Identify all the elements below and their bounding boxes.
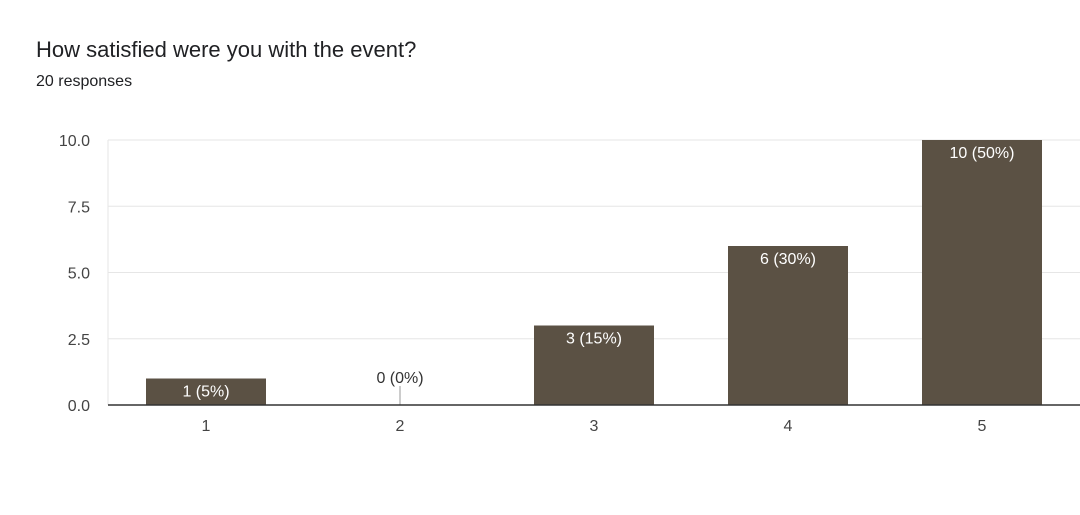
y-tick-label: 5.0	[68, 266, 90, 283]
data-label: 3 (15%)	[566, 331, 622, 348]
chart-title: How satisfied were you with the event?	[36, 37, 417, 62]
y-tick-label: 0.0	[68, 398, 90, 415]
bar	[922, 140, 1042, 405]
response-count: 20 responses	[36, 73, 133, 90]
y-tick-label: 2.5	[68, 332, 90, 349]
data-label: 10 (50%)	[950, 145, 1015, 162]
bar	[728, 246, 848, 405]
y-tick-label: 10.0	[59, 133, 90, 150]
data-label: 1 (5%)	[182, 384, 229, 401]
x-tick-label: 2	[396, 418, 405, 435]
data-label: 6 (30%)	[760, 251, 816, 268]
x-tick-label: 1	[202, 418, 211, 435]
data-label: 0 (0%)	[376, 370, 423, 387]
x-tick-label: 3	[590, 418, 599, 435]
y-tick-label: 7.5	[68, 199, 90, 216]
bar	[534, 325, 654, 405]
x-tick-label: 5	[978, 418, 987, 435]
x-tick-label: 4	[784, 418, 793, 435]
bar	[146, 378, 266, 405]
